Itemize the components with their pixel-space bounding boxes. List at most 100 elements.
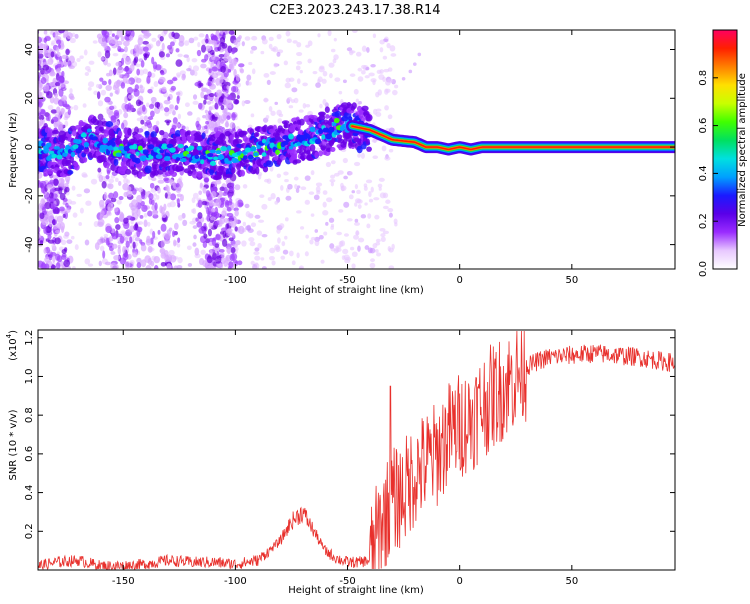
spectrogram-speckle (328, 217, 335, 223)
spectrogram-band-mark (208, 221, 213, 229)
spectrogram-speckle (69, 88, 73, 94)
spectrogram-band-mark (60, 95, 68, 102)
spectrogram-band-mark (212, 251, 217, 261)
spectrogram-band-mark (198, 190, 203, 196)
spectrogram-band-mark (29, 178, 34, 185)
spectrogram-speckle (342, 79, 347, 84)
spectrogram-band-mark (147, 116, 154, 121)
spectrogram-speckle (100, 89, 107, 96)
spectrogram-band-mark (223, 98, 228, 106)
spectrogram-speckle (326, 197, 333, 203)
snr-y-tick-label: 0.2 (24, 523, 35, 539)
spectrogram-band-mark (30, 35, 36, 41)
spectrogram-band-mark (175, 182, 180, 188)
spectrogram-ridge-core (207, 153, 214, 158)
spectrogram-band-mark (120, 36, 125, 42)
spectrogram-ridge-core (253, 152, 259, 157)
spectrogram-speckle (84, 258, 91, 265)
spectrogram-ridge-mark (59, 143, 66, 150)
spectrogram-band-mark (121, 122, 125, 130)
spectrogram-band-mark (28, 64, 31, 69)
spectrogram-band-mark (30, 122, 33, 130)
spectrogram-band-mark (160, 71, 165, 76)
spectrogram-speckle (276, 51, 281, 57)
spectrogram-marks (28, 30, 675, 269)
spectrogram-speckle (355, 98, 359, 103)
spectrogram-band-mark (206, 100, 212, 105)
spectrogram-speckle (338, 209, 344, 213)
spectrogram-ridge-mark (230, 166, 236, 174)
spectrogram-band-mark (96, 33, 103, 39)
spectrogram-band-mark (147, 88, 153, 94)
spectrogram-ridge-core (137, 145, 143, 151)
spectrogram-speckle (317, 76, 323, 83)
spectrogram-band-mark (226, 85, 230, 90)
spectrogram-band-mark (53, 97, 60, 105)
spectrogram-band-mark (40, 77, 47, 85)
spectrogram-band-mark (38, 47, 43, 53)
spectrogram-band-mark (234, 218, 238, 225)
spectrogram-y-tick-label: -20 (24, 188, 35, 204)
spectrogram-band-mark (155, 40, 161, 47)
spectrogram-ridge-core (318, 127, 323, 132)
spectrogram-speckle (198, 33, 205, 38)
spectrogram-band-mark (203, 99, 207, 105)
spectrogram-ridge-mark (121, 162, 127, 170)
spectrogram-band-mark (136, 226, 143, 233)
spectrogram-speckle (380, 236, 386, 243)
spectrogram-band-mark (225, 120, 229, 128)
spectrogram-band-mark (166, 185, 170, 194)
spectrogram-speckle (254, 247, 260, 252)
spectrogram-band-mark (169, 104, 174, 109)
spectrogram-band-mark (153, 256, 161, 264)
spectrogram-band-mark (123, 112, 129, 119)
spectrogram-speckle (276, 33, 282, 40)
snr-marks (38, 330, 675, 570)
spectrogram-speckle (85, 200, 92, 206)
spectrogram-ridge-mark (105, 121, 114, 128)
spectrogram-band-mark (61, 70, 65, 77)
spectrogram-band-mark (135, 77, 142, 84)
spectrogram-ridge-core (105, 149, 111, 156)
spectrogram-ridge-mark (240, 130, 248, 136)
spectrogram-band-mark (111, 33, 115, 37)
spectrogram-speckle (64, 120, 69, 127)
spectrogram-band-mark (225, 256, 229, 262)
spectrogram-ridge-core (175, 157, 181, 161)
spectrogram-band-mark (113, 191, 119, 199)
spectrogram-speckle (276, 228, 281, 234)
spectrogram-band-mark (117, 246, 122, 255)
spectrogram-speckle (387, 246, 392, 252)
spectrogram-band-mark (132, 88, 138, 93)
spectrogram-band-mark (221, 42, 228, 49)
snr-x-ticks: -150 -100 -50 0 50 (112, 330, 578, 587)
spectrogram-speckle (270, 192, 276, 200)
spectrogram-band-mark (102, 30, 107, 38)
spectrogram-band-mark (161, 42, 165, 51)
spectrogram-speckle (379, 69, 384, 75)
spectrogram-band-mark (64, 231, 70, 237)
spectrogram-speckle (276, 173, 282, 178)
spectrogram-speckle (187, 262, 193, 267)
spectrogram-band-mark (45, 91, 53, 99)
spectrogram-speckle (304, 199, 310, 205)
spectrogram-band-mark (235, 201, 239, 209)
spectrogram-band-mark (38, 53, 44, 59)
spectrogram-speckle (369, 247, 376, 254)
spectrogram-band-mark (39, 180, 47, 186)
spectrogram-speckle (300, 186, 307, 191)
spectrogram-speckle (360, 70, 366, 75)
spectrogram-speckle (308, 191, 315, 195)
spectrogram-speckle (380, 233, 386, 238)
spectrogram-speckle (79, 55, 84, 59)
spectrogram-band-mark (222, 238, 228, 247)
spectrogram-speckle (192, 94, 198, 100)
spectrogram-ridge-core (113, 146, 119, 152)
spectrogram-speckle (370, 186, 374, 193)
spectrogram-speckle (379, 228, 386, 232)
spectrogram-band-mark (222, 31, 226, 41)
spectrogram-band-mark (167, 96, 171, 101)
spectrogram-band-mark (110, 197, 117, 203)
spectrogram-band-mark (142, 40, 149, 45)
snr-y-tick-label: 0.4 (24, 485, 35, 501)
